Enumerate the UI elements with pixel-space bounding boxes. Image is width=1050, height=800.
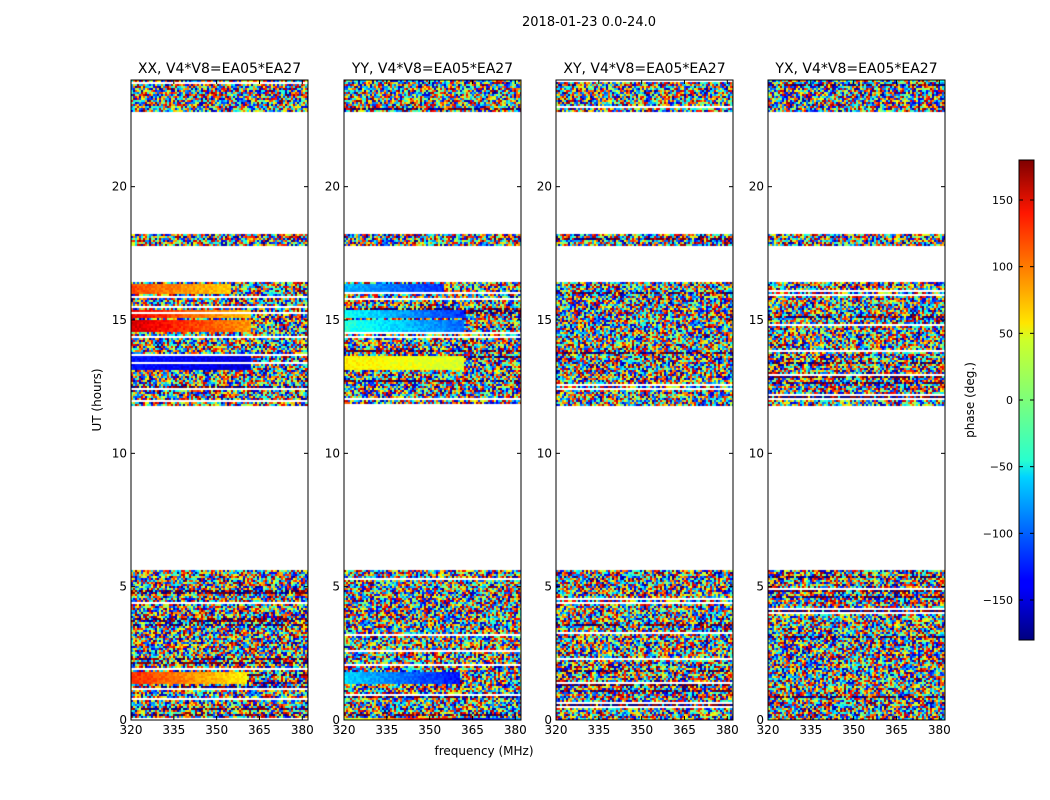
y-tick-label: 10	[749, 446, 764, 460]
panel-frame	[767, 79, 946, 721]
x-axis-label: frequency (MHz)	[434, 744, 533, 758]
panel-frame	[343, 79, 522, 721]
y-tick-label: 20	[537, 180, 552, 194]
heatmap-panels: XX, V4*V8=EA05*EA27 320 335 350 365 380 0 5 10 15…	[112, 61, 951, 737]
y-tick-label: 15	[537, 313, 552, 327]
colorbar-tick-label: 0	[1006, 394, 1013, 407]
y-tick-label: 5	[119, 580, 127, 594]
colorbar-label: phase (deg.)	[963, 362, 977, 438]
y-tick-label: 10	[112, 446, 127, 460]
panel-title: YY, V4*V8=EA05*EA27	[351, 61, 513, 77]
y-tick-label: 15	[749, 313, 764, 327]
x-tick-label: 380	[928, 723, 951, 737]
x-tick-label: 350	[205, 723, 228, 737]
y-tick-label: 10	[537, 446, 552, 460]
y-axis-label: UT (hours)	[90, 368, 104, 431]
y-tick-label: 20	[112, 180, 127, 194]
x-tick-label: 350	[842, 723, 865, 737]
x-tick-label: 335	[162, 723, 185, 737]
x-tick-label: 320	[545, 723, 568, 737]
y-tick-label: 20	[749, 180, 764, 194]
x-tick-label: 320	[120, 723, 143, 737]
x-tick-label: 365	[673, 723, 696, 737]
x-tick-label: 380	[291, 723, 314, 737]
panel-frame	[555, 79, 734, 721]
x-tick-label: 365	[248, 723, 271, 737]
colorbar-ticks: −150 −100 −50 0 50 100 150	[983, 194, 1034, 607]
y-tick-label: 20	[325, 180, 340, 194]
x-tick-label: 365	[461, 723, 484, 737]
x-tick-label: 380	[716, 723, 739, 737]
heatmap-panel-xx: XX, V4*V8=EA05*EA27 320 335 350 365 380 0 5 10 15…	[112, 61, 314, 737]
x-tick-label: 380	[504, 723, 527, 737]
colorbar-tick-label: 150	[992, 194, 1013, 207]
x-tick-label: 335	[799, 723, 822, 737]
panel-title: XY, V4*V8=EA05*EA27	[563, 61, 725, 77]
x-tick-label: 320	[333, 723, 356, 737]
y-tick-label: 0	[332, 713, 340, 727]
y-tick-label: 10	[325, 446, 340, 460]
y-tick-label: 5	[756, 580, 764, 594]
colorbar-tick-label: 100	[992, 261, 1013, 274]
y-tick-label: 0	[756, 713, 764, 727]
y-tick-label: 5	[544, 580, 552, 594]
panel-title: YX, V4*V8=EA05*EA27	[774, 61, 937, 77]
figure-suptitle: 2018-01-23 0.0-24.0	[522, 15, 656, 30]
x-tick-label: 320	[757, 723, 780, 737]
colorbar-tick-label: −100	[983, 527, 1013, 540]
colorbar-tick-label: −50	[990, 461, 1013, 474]
x-tick-label: 350	[630, 723, 653, 737]
heatmap-raster	[131, 80, 308, 720]
panel-title: XX, V4*V8=EA05*EA27	[138, 61, 301, 77]
y-tick-label: 5	[332, 580, 340, 594]
y-tick-label: 0	[119, 713, 127, 727]
heatmap-raster	[556, 80, 733, 720]
x-tick-label: 350	[418, 723, 441, 737]
y-tick-label: 15	[112, 313, 127, 327]
colorbar-tick-label: −150	[983, 594, 1013, 607]
heatmap-raster	[344, 80, 521, 720]
heatmap-panel-yy: YY, V4*V8=EA05*EA27 320 335 350 365 380 0 5 10 15…	[325, 61, 527, 737]
x-tick-label: 365	[885, 723, 908, 737]
heatmap-panel-yx: YX, V4*V8=EA05*EA27 320 335 350 365 380 0 5 10 15…	[749, 61, 951, 737]
panel-frame	[130, 79, 309, 721]
y-tick-label: 15	[325, 313, 340, 327]
x-tick-label: 335	[587, 723, 610, 737]
heatmap-panel-xy: XY, V4*V8=EA05*EA27 320 335 350 365 380 0 5 10 15…	[537, 61, 739, 737]
y-tick-label: 0	[544, 713, 552, 727]
heatmap-raster	[768, 80, 945, 720]
colorbar-tick-label: 50	[999, 327, 1013, 340]
colorbar: −150 −100 −50 0 50 100 150 phase (deg.)	[963, 159, 1035, 641]
x-tick-label: 335	[375, 723, 398, 737]
